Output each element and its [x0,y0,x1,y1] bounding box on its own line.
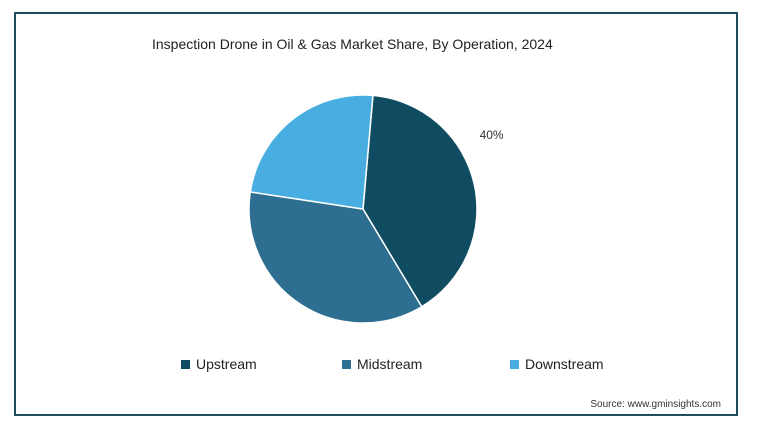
pie-data-labels: 40% [480,128,504,142]
pie-slice-midstream [248,191,423,324]
legend-item-upstream: Upstream [181,356,257,372]
legend-item-downstream: Downstream [510,356,604,372]
legend-swatch-downstream [510,359,519,369]
pie-slice-upstream [362,94,478,308]
legend-swatch-midstream [342,359,351,369]
legend-label-downstream: Downstream [525,356,604,372]
chart-legend: Upstream Midstream Downstream [0,356,765,376]
chart-title: Inspection Drone in Oil & Gas Market Sha… [152,36,553,52]
legend-item-midstream: Midstream [342,356,422,372]
legend-swatch-upstream [181,359,190,369]
pie-slice-downstream [249,94,374,210]
pie-slices [248,94,478,324]
data-label-upstream: 40% [480,128,504,142]
source-note: Source: www.gminsights.com [590,399,721,410]
legend-label-midstream: Midstream [357,356,423,372]
legend-label-upstream: Upstream [196,356,257,372]
